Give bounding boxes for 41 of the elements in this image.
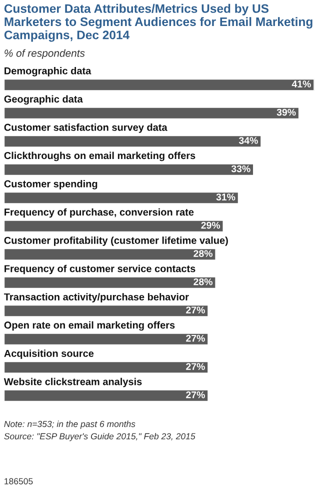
bar — [4, 360, 209, 374]
data-label: 27% — [186, 334, 205, 342]
y-tick-label: Transaction activity/purchase behavior — [4, 293, 189, 302]
y-tick-label: Customer satisfaction survey data — [4, 124, 168, 133]
y-tick-label: Open rate on email marketing offers — [4, 321, 175, 331]
y-tick-label: Clickthroughs on email marketing offers — [4, 152, 196, 162]
bar — [4, 191, 240, 204]
source-note: Source: "ESP Buyer's Guide 2015," Feb 23, 2015 — [4, 432, 196, 442]
data-label: 27% — [186, 363, 205, 370]
data-label: 27% — [186, 391, 205, 398]
bar — [4, 304, 209, 318]
y-tick-label: Frequency of purchase, conversion rate — [4, 208, 194, 218]
y-tick-label: Customer profitability (customer lifetime value) — [4, 236, 228, 246]
bar — [4, 106, 300, 120]
y-tick-label: Demographic data — [4, 66, 92, 76]
data-label: 39% — [276, 108, 296, 116]
bar — [4, 332, 209, 346]
data-label: 31% — [216, 194, 236, 200]
bar — [4, 389, 209, 402]
bar — [4, 276, 217, 290]
data-label: 34% — [238, 137, 258, 144]
text: Note: n=353; in the past 6 months — [4, 420, 136, 429]
chart-title: Customer Data Attributes/Metrics Used by US Marketers to Segment Audiences for Email Marketing Campaigns, Dec 2014 — [4, 4, 312, 42]
y-tick-label: Customer spending — [4, 180, 98, 190]
data-label: 41% — [292, 80, 311, 88]
text: 186505 — [4, 478, 33, 484]
bar — [4, 248, 217, 261]
data-label: 27% — [186, 306, 205, 314]
data-label: 28% — [194, 250, 213, 257]
y-tick-label: Acquisition source — [4, 350, 94, 359]
chart-subtitle: % of respondents — [4, 49, 85, 59]
y-tick-label: Website clickstream analysis — [4, 378, 142, 388]
y-tick-label: Geographic data — [4, 95, 83, 105]
data-label: 29% — [201, 222, 220, 229]
bar — [4, 78, 314, 92]
y-tick-label: Frequency of customer service contacts — [4, 264, 196, 274]
bar — [4, 134, 262, 148]
data-label: 33% — [231, 165, 250, 172]
data-label: 28% — [194, 278, 213, 286]
bar — [4, 219, 224, 233]
bar — [4, 162, 254, 176]
